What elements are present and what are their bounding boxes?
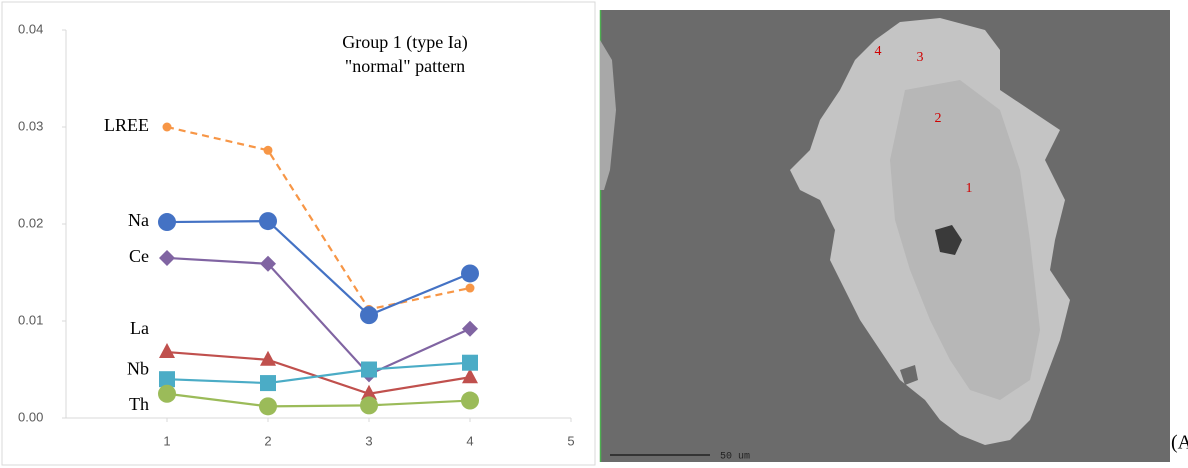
marker (361, 361, 377, 378)
y-tick-label: 0.01 (18, 312, 43, 327)
spot-label: 1 (966, 181, 973, 196)
marker (162, 122, 172, 132)
marker (461, 391, 479, 410)
y-tick-label: 0.03 (18, 118, 43, 133)
x-tick-label: 5 (567, 433, 574, 448)
series-label: LREE (104, 115, 149, 135)
series-label: La (130, 318, 149, 338)
spot-label: 2 (935, 111, 942, 126)
chart-frame (1, 1, 596, 466)
series-label: Th (129, 394, 149, 414)
chart-title-line: "normal" pattern (345, 56, 465, 76)
x-tick-label: 3 (365, 433, 372, 448)
series-line (166, 256, 471, 376)
marker (260, 255, 276, 272)
marker (462, 354, 478, 371)
chart-title: Group 1 (type Ia) "normal" pattern (342, 32, 467, 76)
series-label: Nb (127, 358, 149, 378)
series-line (166, 125, 471, 311)
series-line (166, 361, 471, 385)
chart: 0.00 0.01 0.02 0.03 0.04 1 2 3 4 5 Group 1 (type I… (18, 21, 575, 448)
marker (259, 397, 277, 416)
series-line (166, 392, 471, 408)
marker (461, 264, 479, 283)
marker (360, 306, 378, 325)
series-label: Ce (129, 246, 149, 266)
grain-core (890, 80, 1040, 400)
x-tick-label: 4 (466, 433, 473, 448)
marker (260, 350, 276, 366)
marker (361, 384, 377, 400)
panel-label: (A) (1171, 432, 1188, 454)
marker (159, 343, 175, 359)
y-tick-label: 0.00 (18, 409, 43, 424)
pit (900, 365, 918, 385)
marker (462, 320, 478, 337)
marker (159, 371, 175, 388)
y-tick-label: 0.02 (18, 215, 43, 230)
x-tick-label: 1 (163, 433, 170, 448)
marker (462, 368, 478, 384)
micrograph: 1 2 3 4 50 um (599, 10, 1170, 463)
marker (159, 249, 175, 266)
series-label: Na (128, 210, 149, 230)
chart-title-line: Group 1 (type Ia) (342, 32, 467, 53)
marker (263, 145, 273, 155)
x-tick-label: 2 (264, 433, 271, 448)
series-line (166, 219, 471, 317)
inclusion (935, 225, 962, 255)
marker (158, 384, 176, 403)
marker (465, 283, 475, 293)
grain-fragment (600, 40, 616, 190)
spot-labels: 1 2 3 4 (875, 44, 973, 196)
spot-label: 4 (875, 44, 882, 59)
y-tick-label: 0.04 (18, 21, 43, 36)
marker (260, 375, 276, 392)
spot-label: 3 (917, 50, 924, 65)
marker (259, 212, 277, 231)
marker (360, 396, 378, 415)
marker (158, 213, 176, 232)
scale-bar-label: 50 um (720, 452, 750, 463)
